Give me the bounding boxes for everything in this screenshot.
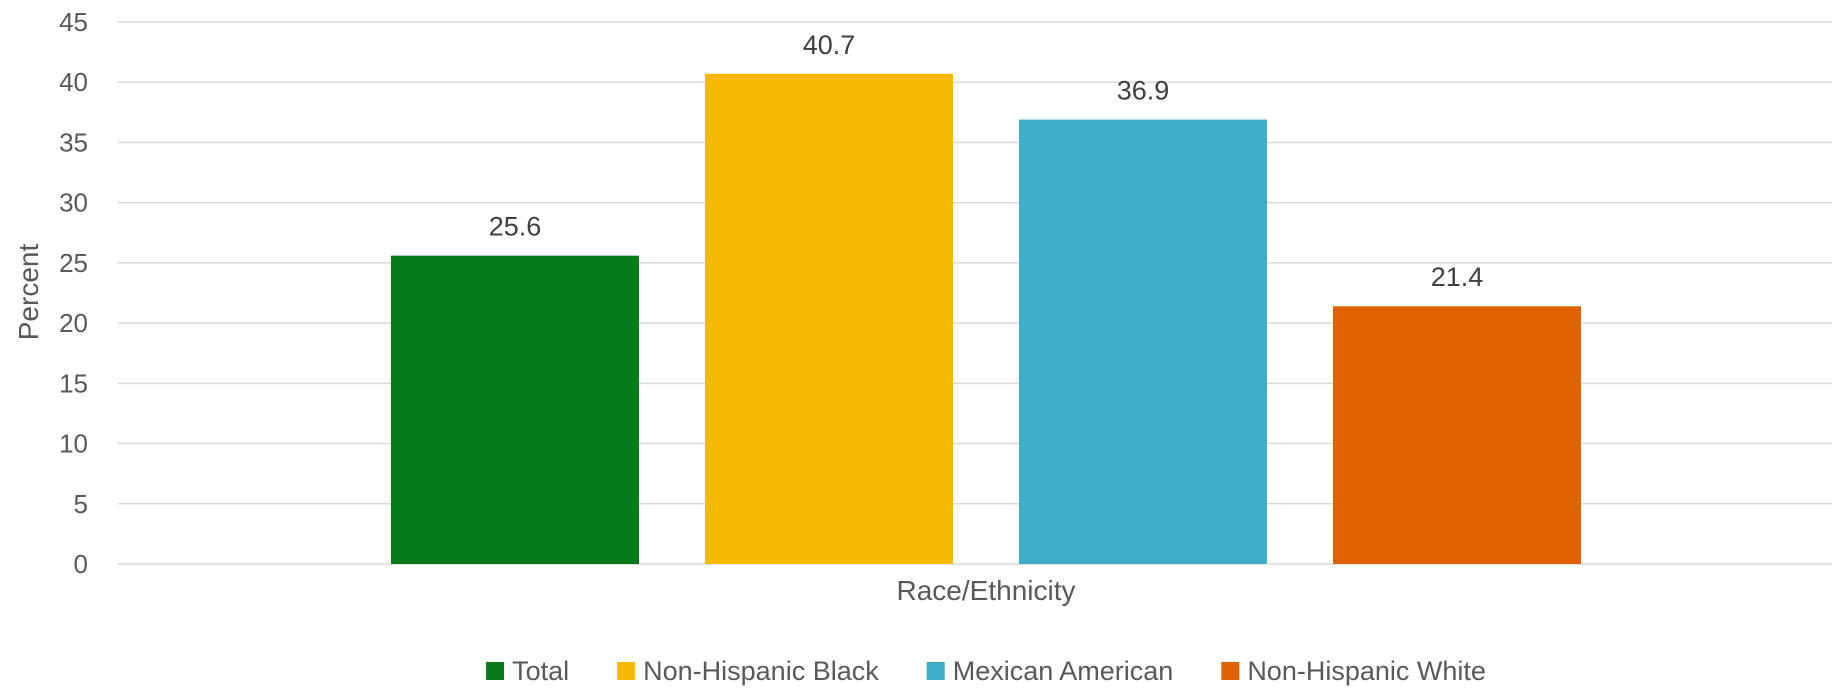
legend-label: Total xyxy=(512,656,569,686)
bar-mexican-american xyxy=(1019,119,1267,564)
y-tick-label: 35 xyxy=(59,127,88,157)
y-tick-label: 25 xyxy=(59,248,88,278)
y-tick-label: 40 xyxy=(59,67,88,97)
legend-label: Mexican American xyxy=(953,656,1174,686)
y-tick-label: 15 xyxy=(59,368,88,398)
bar-non-hispanic-white xyxy=(1333,306,1581,564)
y-tick-label: 5 xyxy=(74,489,88,519)
y-tick-label: 30 xyxy=(59,188,88,218)
legend-swatch xyxy=(617,662,636,680)
data-label: 36.9 xyxy=(1117,76,1170,106)
data-label: 21.4 xyxy=(1431,262,1484,292)
bar-total xyxy=(391,255,639,564)
data-labels: 25.6 40.7 36.9 21.4 xyxy=(489,30,1484,292)
legend-swatch xyxy=(1221,662,1240,680)
y-tick-label: 45 xyxy=(59,7,88,37)
y-tick-label: 20 xyxy=(59,308,88,338)
legend-swatch xyxy=(486,662,505,680)
legend-swatch xyxy=(926,662,945,680)
y-tick-label: 0 xyxy=(74,549,88,579)
data-label: 40.7 xyxy=(803,30,856,60)
bar-non-hispanic-black xyxy=(705,73,953,565)
legend: Total Non-Hispanic Black Mexican American N… xyxy=(486,656,1486,686)
y-axis-ticks: 0 5 10 15 20 25 30 35 40 45 xyxy=(59,7,88,579)
y-axis-title: Percent xyxy=(13,244,44,341)
bars xyxy=(391,73,1581,565)
legend-label: Non-Hispanic Black xyxy=(643,656,879,686)
x-axis-title: Race/Ethnicity xyxy=(897,575,1076,606)
y-tick-label: 10 xyxy=(59,429,88,459)
data-label: 25.6 xyxy=(489,212,542,242)
legend-label: Non-Hispanic White xyxy=(1247,656,1486,686)
